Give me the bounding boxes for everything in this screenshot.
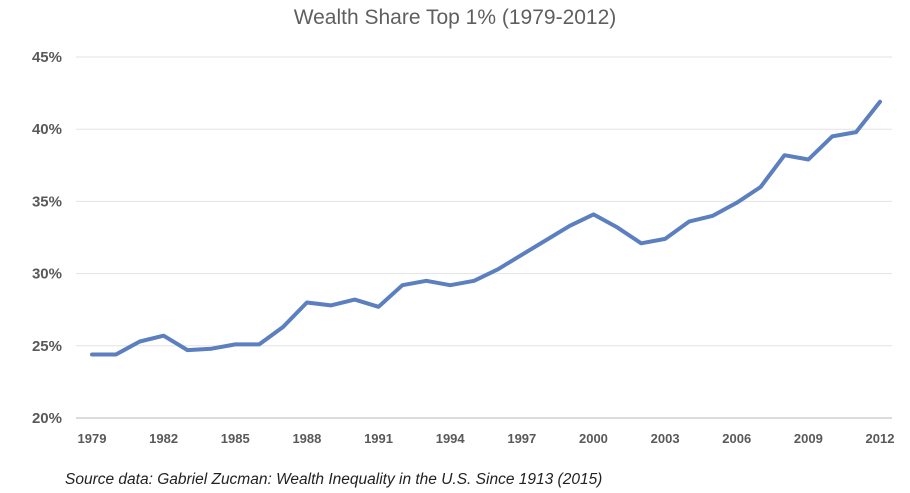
data-point (545, 240, 546, 241)
data-point (211, 348, 212, 349)
data-point (617, 227, 618, 228)
data-point (235, 344, 236, 345)
y-tick-label: 40% (32, 121, 62, 138)
data-point (569, 225, 570, 226)
data-point (784, 155, 785, 156)
data-point (115, 354, 116, 355)
data-point (259, 344, 260, 345)
data-point (665, 238, 666, 239)
data-point (187, 350, 188, 351)
x-tick-label: 1991 (364, 431, 393, 446)
x-tick-label: 1994 (436, 431, 466, 446)
data-point (736, 202, 737, 203)
data-point (163, 335, 164, 336)
y-tick-label: 35% (32, 193, 62, 210)
x-tick-label: 1997 (507, 431, 536, 446)
x-tick-label: 1988 (292, 431, 321, 446)
series-layer (90, 99, 882, 357)
data-point (354, 299, 355, 300)
y-tick-label: 25% (32, 338, 62, 355)
data-point (330, 305, 331, 306)
data-point (474, 280, 475, 281)
data-point (832, 136, 833, 137)
x-axis-ticks: 1979 1982 1985 1988 1991 1994 1997 2000 2003 2006… (78, 431, 895, 446)
x-tick-label: 1985 (221, 431, 250, 446)
gridlines (76, 56, 892, 419)
source-note: Source data: Gabriel Zucman: Wealth Ineq… (65, 471, 602, 488)
y-tick-label: 45% (32, 49, 62, 66)
x-tick-label: 2009 (794, 431, 823, 446)
data-point (283, 327, 284, 328)
data-point (641, 243, 642, 244)
data-point (593, 214, 594, 215)
data-point (402, 285, 403, 286)
x-tick-label: 2012 (866, 431, 895, 446)
series-line (90, 99, 882, 357)
data-point (808, 159, 809, 160)
x-tick-label: 1979 (78, 431, 107, 446)
data-point (426, 280, 427, 281)
data-point (688, 221, 689, 222)
data-point (92, 354, 93, 355)
y-axis-ticks: 20% 25% 30% 35% 40% 45% (32, 49, 62, 427)
x-tick-label: 2003 (651, 431, 680, 446)
data-point (760, 186, 761, 187)
x-tick-label: 2000 (579, 431, 608, 446)
x-tick-label: 1982 (149, 431, 178, 446)
data-point (521, 254, 522, 255)
x-tick-label: 2006 (722, 431, 751, 446)
data-point (712, 215, 713, 216)
y-tick-label: 20% (32, 410, 62, 427)
y-tick-label: 30% (32, 266, 62, 283)
chart-title: Wealth Share Top 1% (1979-2012) (294, 6, 617, 29)
data-point (139, 341, 140, 342)
data-point (856, 132, 857, 133)
data-point (378, 306, 379, 307)
data-point (306, 302, 307, 303)
data-point (497, 269, 498, 270)
data-point (450, 285, 451, 286)
data-point (880, 101, 881, 102)
